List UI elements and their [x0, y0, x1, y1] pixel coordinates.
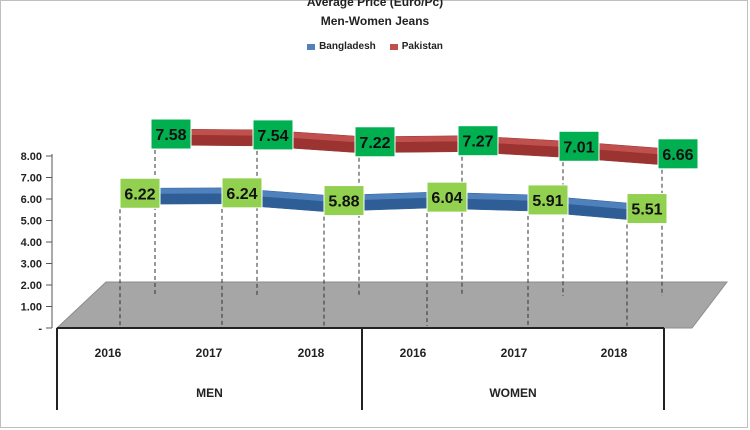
data-label-box-pakistan — [252, 119, 294, 151]
x-tick-label: 2017 — [196, 346, 223, 360]
y-tick-label: 5.00 — [21, 216, 42, 228]
y-tick-label: 1.00 — [21, 302, 42, 314]
x-tick-label: 2018 — [601, 346, 628, 360]
data-label-pakistan: 7.22 — [359, 135, 390, 152]
data-label-pakistan: 7.01 — [563, 139, 594, 156]
chart-title: Average Price (Euro/Pc) — [306, 0, 444, 9]
group-label-men: MEN — [196, 386, 223, 400]
data-label-box-bangladesh — [626, 193, 668, 225]
x-tick-label: 2016 — [400, 346, 427, 360]
data-label-box-bangladesh — [527, 184, 569, 216]
y-tick-label: - — [38, 323, 42, 335]
x-tick-label: 2016 — [95, 346, 122, 360]
legend-item-pakistan: Pakistan — [389, 41, 443, 52]
y-tick-label: 2.00 — [21, 280, 42, 292]
group-label-women: WOMEN — [489, 386, 536, 400]
legend-swatch-bangladesh — [307, 43, 316, 50]
data-label-box-pakistan — [457, 125, 499, 157]
data-label-box-pakistan — [150, 118, 192, 150]
data-label-bangladesh: 5.51 — [631, 202, 662, 219]
data-label-box-bangladesh — [221, 177, 263, 209]
legend-item-bangladesh: Bangladesh — [307, 41, 376, 52]
data-label-box-pakistan — [558, 130, 600, 162]
y-tick-label: 4.00 — [21, 237, 42, 249]
data-label-bangladesh: 6.04 — [431, 190, 462, 207]
data-label-box-pakistan — [657, 138, 699, 170]
y-tick-label: 3.00 — [21, 259, 42, 271]
y-tick-label: 8.00 — [21, 151, 42, 163]
data-label-pakistan: 7.54 — [257, 128, 288, 145]
data-label-box-bangladesh — [426, 181, 468, 213]
x-tick-label: 2018 — [298, 346, 325, 360]
data-label-pakistan: 6.66 — [662, 147, 693, 164]
data-label-box-bangladesh — [119, 177, 161, 209]
x-tick-label: 2017 — [501, 346, 528, 360]
data-label-pakistan: 7.58 — [155, 127, 186, 144]
data-label-box-pakistan — [354, 126, 396, 158]
data-label-bangladesh: 5.91 — [532, 193, 563, 210]
legend-swatch-pakistan — [389, 43, 398, 50]
y-tick-label: 6.00 — [21, 194, 42, 206]
data-label-bangladesh: 5.88 — [328, 194, 359, 211]
data-label-pakistan: 7.27 — [462, 134, 493, 151]
data-label-bangladesh: 6.24 — [226, 186, 257, 203]
legend: Bangladesh Pakistan — [0, 41, 750, 52]
legend-label-pakistan: Pakistan — [401, 41, 443, 52]
legend-label-bangladesh: Bangladesh — [319, 41, 376, 52]
data-label-bangladesh: 6.22 — [124, 186, 155, 203]
y-tick-label: 7.00 — [21, 173, 42, 185]
data-label-box-bangladesh — [323, 185, 365, 217]
chart-subtitle: Men-Women Jeans — [320, 14, 430, 28]
